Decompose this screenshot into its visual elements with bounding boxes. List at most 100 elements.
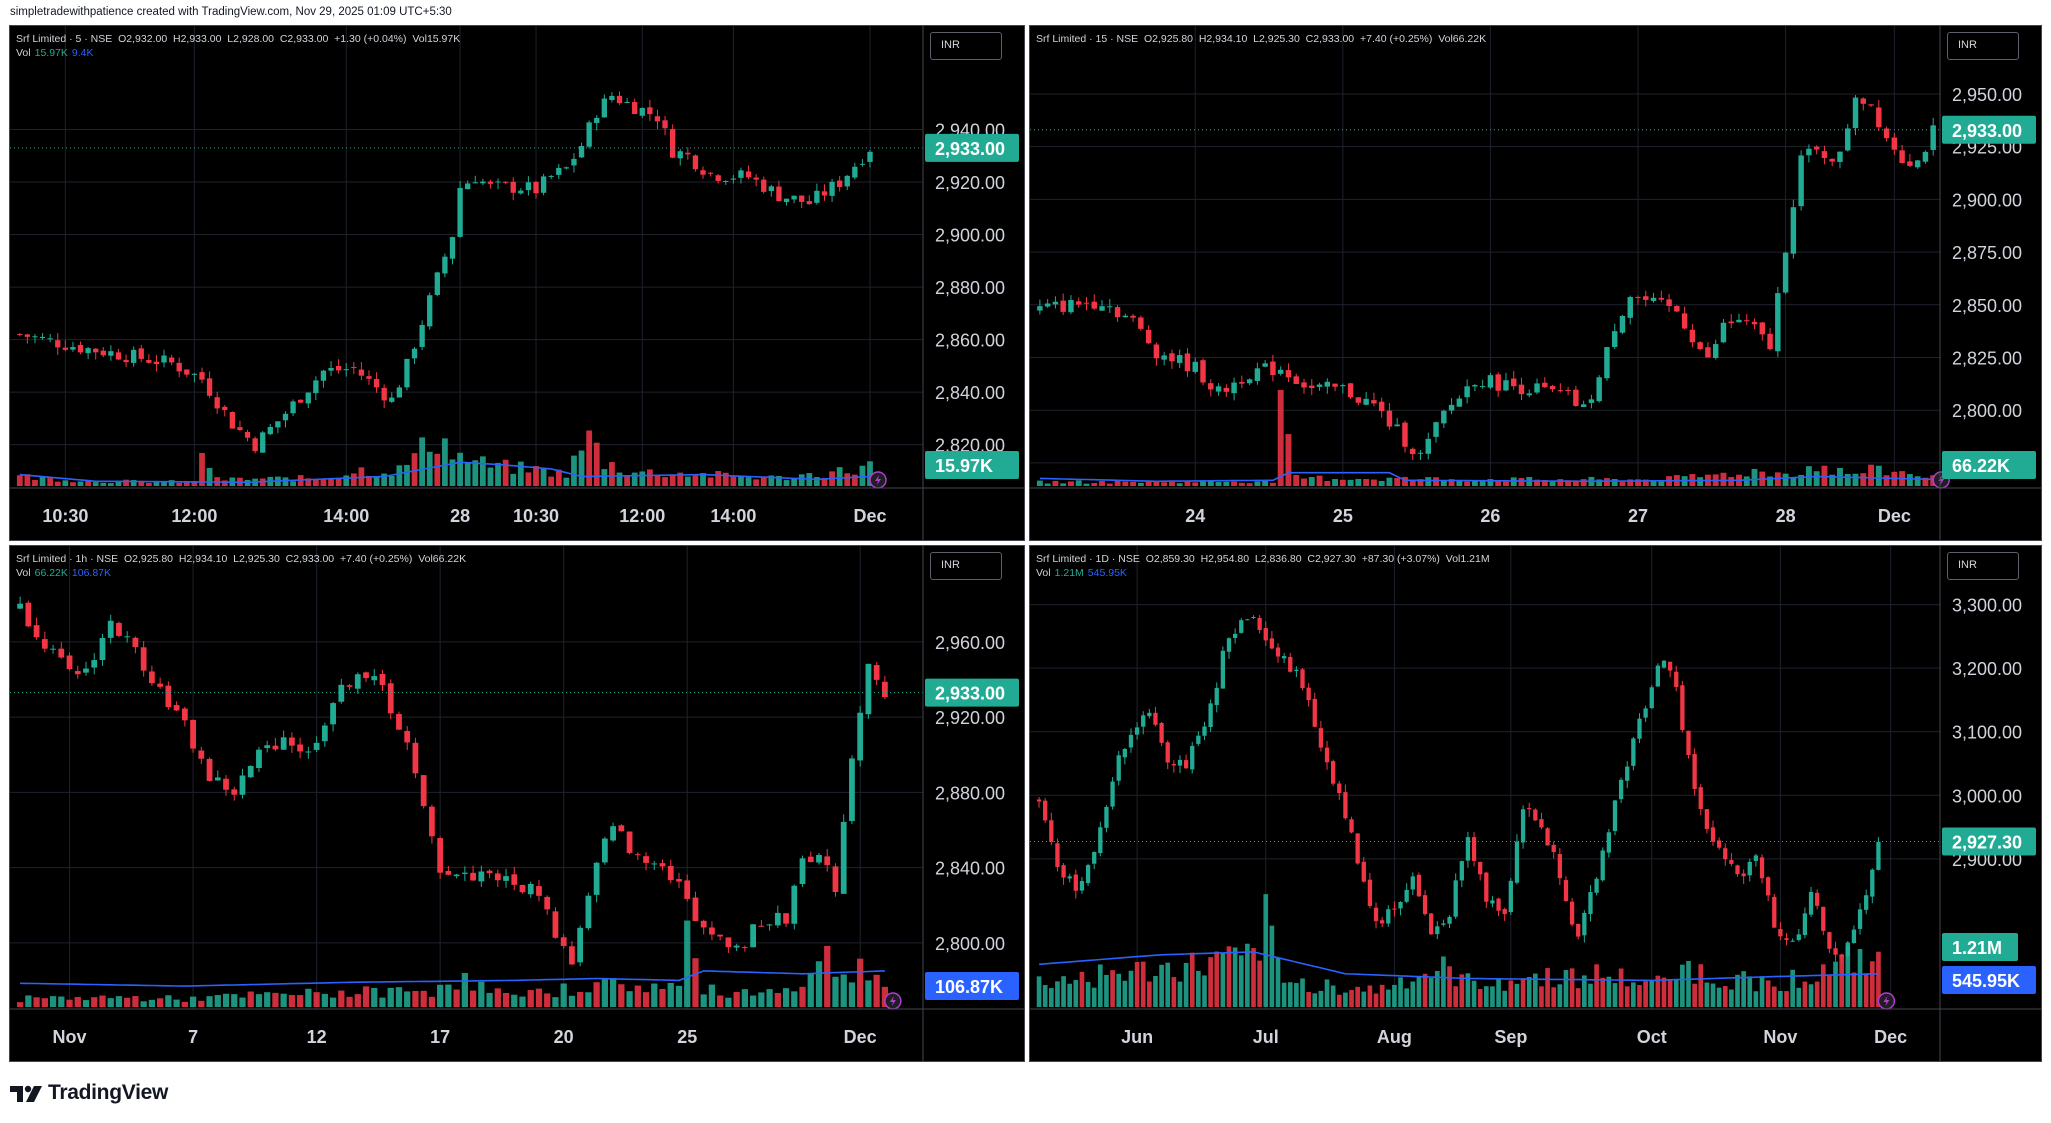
volume-bar — [1697, 477, 1704, 486]
chart-panel-1d[interactable]: 2,900.00 3,000.00 3,100.00 3,200.00 3,300.00… — [1029, 545, 2042, 1062]
candle-body — [1594, 878, 1599, 893]
volume-bar — [519, 996, 526, 1007]
candle-body — [758, 925, 765, 927]
volume-bar — [1618, 968, 1624, 1007]
candle-body — [639, 108, 645, 116]
y-tick-label: 2,950.00 — [1952, 85, 2022, 105]
volume-bar — [1790, 969, 1795, 1007]
candle-body — [1808, 891, 1814, 915]
currency-button[interactable]: INR — [930, 32, 1002, 60]
y-tick-label: 3,300.00 — [1952, 596, 2022, 616]
candle-body — [1165, 742, 1170, 763]
volume-bar — [865, 980, 872, 1007]
candle-body — [1055, 843, 1060, 867]
candle-body — [85, 348, 91, 354]
candle-body — [1425, 438, 1431, 454]
volume-bar — [41, 998, 48, 1007]
volume-bar — [1316, 475, 1323, 486]
volume-bar — [1048, 988, 1054, 1007]
candle-body — [1588, 399, 1595, 403]
y-tick-label: 2,840.00 — [935, 383, 1005, 403]
volume-bar — [525, 472, 532, 486]
volume-bar — [335, 477, 342, 486]
volume-bar — [148, 999, 156, 1007]
candles — [17, 596, 888, 967]
volume-bar — [715, 471, 722, 486]
candle-body — [1723, 848, 1728, 860]
candle-body — [1067, 876, 1072, 879]
volume-badge-text: 106.87K — [935, 977, 1003, 997]
candle-body — [176, 362, 182, 372]
y-tick-label: 3,200.00 — [1952, 659, 2022, 679]
candle-body — [750, 924, 756, 948]
volume-bar — [1922, 477, 1929, 486]
candle-body — [99, 637, 106, 661]
symbol-title: Srf Limited · 1h · NSE — [16, 553, 119, 565]
volume-bar — [1563, 970, 1569, 1007]
chart-panel-5min[interactable]: 2,820.00 2,840.00 2,860.00 2,880.00 2,900.00… — [9, 25, 1025, 541]
candle-body — [1378, 401, 1385, 412]
volume-bar — [1226, 946, 1232, 1007]
candle-body — [1331, 761, 1336, 784]
x-tick-label: Dec — [854, 506, 887, 526]
volume-bar — [1392, 984, 1397, 1007]
tradingview-logo-icon[interactable] — [10, 1082, 46, 1106]
candle-body — [389, 397, 395, 402]
candle-body — [1169, 353, 1175, 362]
chart-panel-1h[interactable]: 2,800.00 2,840.00 2,880.00 2,920.00 2,960.00… — [9, 545, 1025, 1062]
volume-bar — [1301, 478, 1307, 486]
volume-bar — [1852, 473, 1859, 486]
candle-body — [1658, 297, 1665, 300]
volume-bar — [1722, 986, 1728, 1007]
candle-body — [1899, 150, 1905, 164]
last-price-badge — [925, 133, 1019, 162]
volume-bar — [85, 480, 92, 486]
tradingview-brand[interactable]: TradingView — [48, 1081, 169, 1104]
ohlc-values: O2,925.80 H2,934.10 L2,925.30 C2,933.00 … — [123, 553, 413, 565]
candle-body — [807, 856, 814, 863]
volume-bar — [881, 986, 889, 1007]
ohlc-values: O2,925.80 H2,934.10 L2,925.30 C2,933.00 … — [1143, 33, 1433, 45]
candle-body — [351, 367, 357, 369]
volume-bar — [1189, 952, 1195, 1007]
candle-body — [1456, 398, 1463, 407]
candle-body — [1262, 363, 1268, 367]
x-tick-label: 7 — [188, 1027, 198, 1047]
candle-body — [39, 336, 46, 339]
volume-bar — [1490, 986, 1495, 1007]
volume-bar — [1729, 989, 1734, 1007]
chart-canvas-5min[interactable]: 2,820.00 2,840.00 2,860.00 2,880.00 2,900.00… — [10, 26, 1024, 540]
candle-body — [313, 380, 319, 394]
chart-canvas-1h[interactable]: 2,800.00 2,840.00 2,880.00 2,920.00 2,960.00… — [10, 546, 1024, 1061]
volume-bar — [1176, 483, 1183, 486]
candle-body — [330, 703, 336, 725]
currency-button[interactable]: INR — [930, 552, 1002, 580]
currency-button[interactable]: INR — [1947, 32, 2019, 60]
y-tick-label: 2,850.00 — [1952, 296, 2022, 316]
candle-body — [1484, 872, 1489, 902]
volume-bar — [1355, 986, 1360, 1007]
candles — [17, 91, 873, 454]
volume-bar — [1068, 481, 1074, 486]
candle-body — [525, 182, 532, 191]
candle-body — [569, 946, 575, 965]
volume-bar — [1184, 480, 1191, 486]
chart-panel-15min[interactable]: 2,775.002,800.002,825.002,850.002,875.00… — [1029, 25, 2042, 541]
chart-canvas-1d[interactable]: 2,900.003,000.003,100.003,200.003,300.00… — [1030, 546, 2041, 1061]
x-tick-label: 14:00 — [710, 506, 756, 526]
candle-body — [244, 431, 251, 438]
x-tick-label: 20 — [554, 1027, 574, 1047]
currency-button[interactable]: INR — [1947, 552, 2019, 580]
candle-body — [560, 937, 567, 946]
chart-canvas-15min[interactable]: 2,775.002,800.002,825.002,850.002,875.00… — [1030, 26, 2041, 540]
candle-body — [519, 884, 526, 893]
volume-bar — [494, 988, 501, 1007]
volume-bar — [168, 480, 175, 486]
volume-bar — [1441, 956, 1446, 1007]
candle-body — [1864, 895, 1869, 910]
candle-body — [1171, 763, 1176, 766]
candle-body — [829, 181, 835, 196]
candle-body — [363, 672, 369, 679]
candles — [1036, 615, 1881, 964]
candle-body — [1698, 787, 1703, 809]
